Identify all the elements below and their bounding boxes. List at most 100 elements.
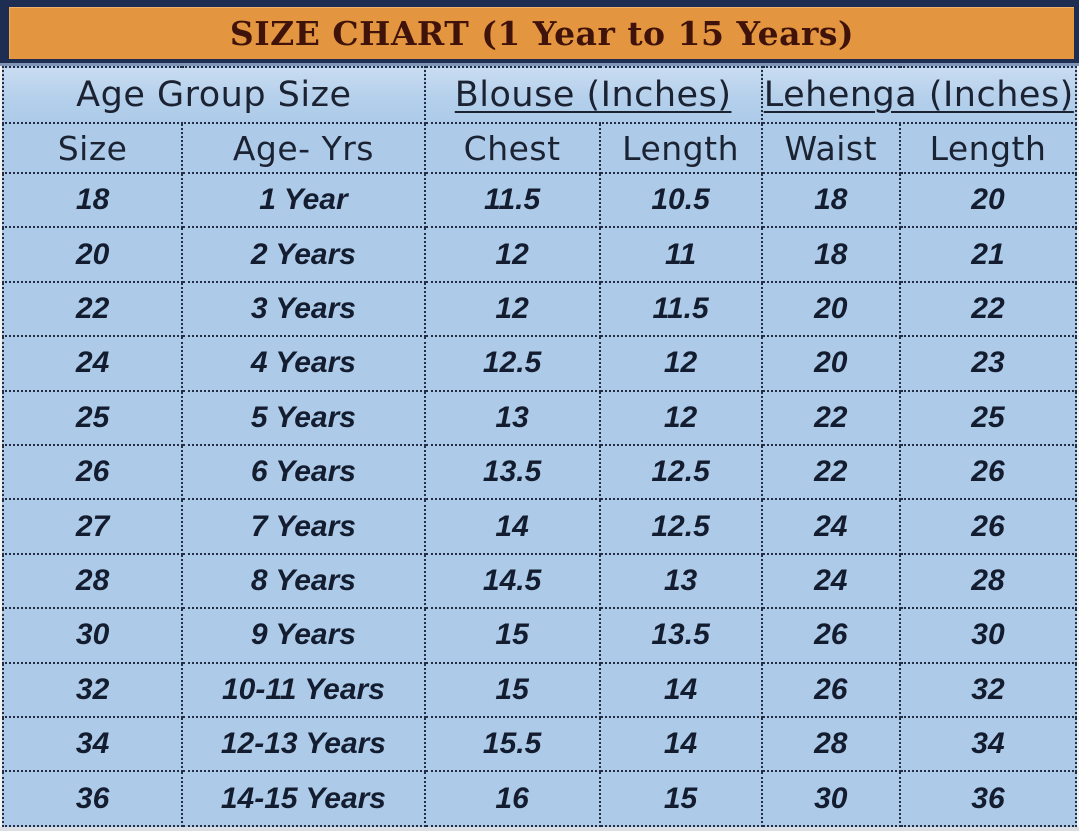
table-cell: 32 [1,661,184,719]
table-row: 25 5 Years 13 12 22 25 [1,389,1078,447]
table-cell: 14 [598,661,763,719]
table-cell: 15 [423,607,601,664]
group-header-row: Age Group Size Blouse (Inches) Lehenga (… [2,66,1078,124]
table-cell: 30 [760,770,901,827]
table-cell: 11.5 [423,171,601,229]
table-cell: 20 [1,226,184,283]
group-header-blouse-inches: Blouse (Inches) [423,66,763,124]
table-row: 26 6 Years 13.5 12.5 22 26 [1,444,1078,501]
table-cell: 36 [898,770,1078,827]
table-cell: 18 [1,171,184,229]
table-cell: 18 [760,171,901,229]
column-header-lehenga-length: Length [898,122,1078,174]
table-cell: 26 [760,661,901,719]
table-cell: 26 [898,498,1078,555]
table-cell: 24 [760,552,901,610]
table-cell: 25 [898,389,1078,447]
column-header-size: Size [1,122,184,174]
column-header-waist: Waist [760,122,901,174]
table-cell: 26 [760,607,901,664]
table-cell: 32 [898,661,1078,719]
column-header-row: Size Age- Yrs Chest Length Waist Length [1,122,1078,174]
table-row: 22 3 Years 12 11.5 20 22 [1,280,1078,338]
table-cell: 13.5 [423,444,601,501]
table-cell: 28 [1,552,184,610]
table-body: 18 1 Year 11.5 10.5 18 20 20 2 Years 12 11 18 21 22 3… [1,171,1078,827]
table-cell: 22 [760,444,901,501]
table-cell: 7 Years [181,498,426,555]
group-header-lehenga-inches: Lehenga (Inches) [760,66,1078,124]
group-header-age-group-size: Age Group Size [2,66,426,124]
table-cell: 3 Years [181,280,426,338]
table-cell: 11.5 [598,280,763,338]
title-frame: SIZE CHART (1 Year to 15 Years) [0,0,1079,66]
table-cell: 21 [898,226,1078,283]
table-cell: 34 [1,716,184,773]
table-cell: 1 Year [181,171,426,229]
table-cell: 9 Years [181,607,426,664]
chart-title: SIZE CHART (1 Year to 15 Years) [229,14,855,53]
table-row: 27 7 Years 14 12.5 24 26 [1,498,1078,555]
table-cell: 13.5 [598,607,763,664]
table-row: 36 14-15 Years 16 15 30 36 [1,770,1078,827]
column-header-age-yrs: Age- Yrs [181,122,426,174]
table-cell: 20 [898,171,1078,229]
table-cell: 15 [423,661,601,719]
size-chart-table: Age Group Size Blouse (Inches) Lehenga (… [1,66,1078,827]
table-cell: 25 [1,389,184,447]
table-cell: 27 [1,498,184,555]
table-cell: 15.5 [423,716,601,773]
table-cell: 2 Years [181,226,426,283]
table-cell: 34 [898,716,1078,773]
table-cell: 36 [1,770,184,827]
table-cell: 11 [598,226,763,283]
table-cell: 28 [760,716,901,773]
table-cell: 30 [898,607,1078,664]
table-cell: 22 [898,280,1078,338]
table-cell: 6 Years [181,444,426,501]
chart-title-bar: SIZE CHART (1 Year to 15 Years) [9,7,1074,59]
table-cell: 18 [760,226,901,283]
table-cell: 14-15 Years [181,770,426,827]
table-cell: 26 [1,444,184,501]
table-cell: 13 [598,552,763,610]
table-cell: 23 [898,335,1078,392]
table-cell: 5 Years [181,389,426,447]
table-cell: 24 [1,335,184,392]
table-cell: 12.5 [423,335,601,392]
table-cell: 12 [423,226,601,283]
table-cell: 12 [598,389,763,447]
table-cell: 16 [423,770,601,827]
table-cell: 10-11 Years [181,661,426,719]
table-cell: 12.5 [598,498,763,555]
table-cell: 22 [1,280,184,338]
table-row: 32 10-11 Years 15 14 26 32 [1,661,1078,719]
table-row: 20 2 Years 12 11 18 21 [1,226,1078,283]
table-row: 28 8 Years 14.5 13 24 28 [1,552,1078,610]
size-chart-table-wrap: Age Group Size Blouse (Inches) Lehenga (… [0,66,1079,827]
table-row: 34 12-13 Years 15.5 14 28 34 [1,716,1078,773]
table-cell: 24 [760,498,901,555]
table-cell: 26 [898,444,1078,501]
table-cell: 4 Years [181,335,426,392]
table-cell: 20 [760,335,901,392]
table-cell: 14 [423,498,601,555]
table-cell: 12-13 Years [181,716,426,773]
table-cell: 14 [598,716,763,773]
table-cell: 13 [423,389,601,447]
table-row: 30 9 Years 15 13.5 26 30 [1,607,1078,664]
table-row: 24 4 Years 12.5 12 20 23 [1,335,1078,392]
table-cell: 8 Years [181,552,426,610]
table-cell: 22 [760,389,901,447]
table-cell: 28 [898,552,1078,610]
bottom-edge-strip [0,827,1079,831]
table-cell: 12 [598,335,763,392]
table-cell: 20 [760,280,901,338]
table-cell: 15 [598,770,763,827]
table-cell: 12 [423,280,601,338]
table-cell: 14.5 [423,552,601,610]
table-cell: 10.5 [598,171,763,229]
table-cell: 12.5 [598,444,763,501]
table-head: Age Group Size Blouse (Inches) Lehenga (… [1,66,1078,174]
